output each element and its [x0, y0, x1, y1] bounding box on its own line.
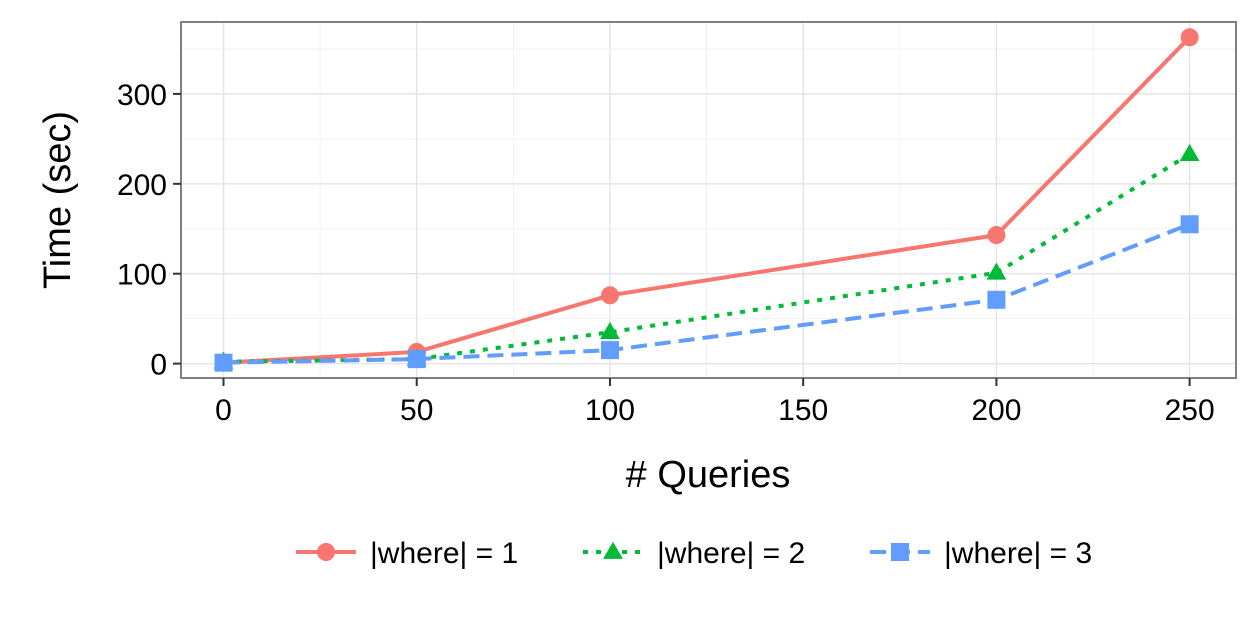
- circle-marker: [317, 543, 335, 561]
- x-tick-label: 200: [971, 394, 1021, 427]
- x-tick-label: 250: [1165, 394, 1215, 427]
- square-marker: [600, 341, 619, 360]
- plot-panel-background: [181, 22, 1236, 378]
- y-tick-label: 300: [117, 79, 167, 112]
- y-axis: 0 100 200 300: [117, 79, 181, 382]
- x-tick-label: 100: [585, 394, 635, 427]
- major-gridlines: [181, 22, 1236, 378]
- circle-marker: [1180, 28, 1199, 47]
- legend: |where| = 1 |where| = 2 |where| = 3: [296, 537, 1092, 570]
- triangle-marker: [600, 321, 620, 339]
- square-marker: [987, 290, 1006, 309]
- x-axis: 0 50 100 150 200 250: [215, 378, 1215, 427]
- legend-item-3: |where| = 3: [870, 537, 1092, 570]
- minor-gridlines: [181, 22, 1236, 378]
- legend-item-1: |where| = 1: [296, 537, 518, 570]
- legend-label: |where| = 1: [370, 537, 518, 570]
- circle-marker: [600, 286, 619, 305]
- square-marker: [891, 543, 909, 561]
- square-marker: [1180, 215, 1199, 234]
- square-marker: [407, 350, 426, 369]
- legend-label: |where| = 3: [944, 537, 1092, 570]
- plot-panel-border: [180, 21, 1237, 379]
- triangle-marker: [986, 262, 1007, 280]
- x-axis-title: # Queries: [626, 454, 791, 496]
- circle-marker: [987, 226, 1006, 245]
- legend-label: |where| = 2: [657, 537, 805, 570]
- legend-item-2: |where| = 2: [583, 537, 805, 570]
- triangle-marker: [1179, 143, 1200, 161]
- square-marker: [214, 353, 233, 372]
- x-tick-label: 0: [215, 394, 232, 427]
- y-tick-label: 100: [117, 259, 167, 292]
- x-tick-label: 150: [778, 394, 828, 427]
- y-tick-label: 0: [150, 349, 167, 382]
- y-axis-title: Time (sec): [37, 111, 79, 289]
- triangle-marker: [603, 541, 623, 559]
- y-tick-label: 200: [117, 169, 167, 202]
- series-markers: [213, 28, 1200, 372]
- x-tick-label: 50: [400, 394, 433, 427]
